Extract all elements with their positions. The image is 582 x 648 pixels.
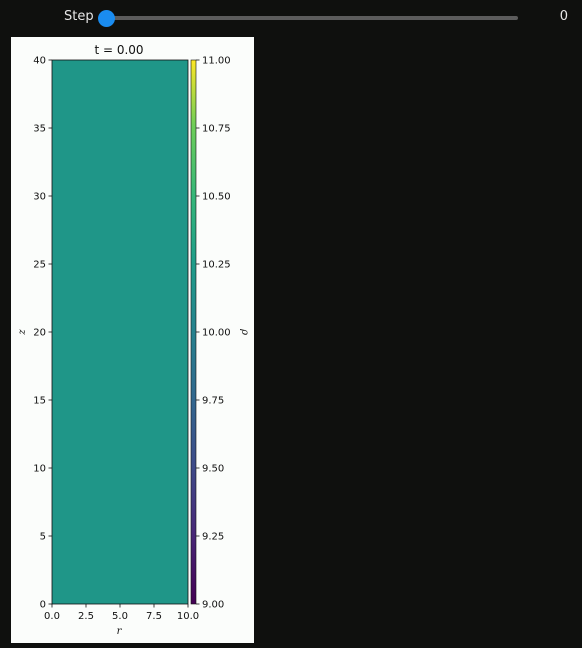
x-tick-label: 10.0 bbox=[177, 611, 199, 622]
colorbar bbox=[190, 59, 197, 605]
density-plot: t = 0.00 0.0 2.5 5.0 7.5 10.0 0 5 10 15 20 25 30 35… bbox=[17, 43, 250, 637]
x-axis-label: r bbox=[117, 626, 123, 637]
colorbar-tick-label: 9.00 bbox=[202, 600, 224, 611]
step-slider-track[interactable] bbox=[106, 16, 518, 20]
colorbar-tick-label: 10.00 bbox=[202, 328, 231, 339]
colorbar-tick-label: 11.00 bbox=[202, 56, 231, 67]
colorbar-tick-label: 10.75 bbox=[202, 124, 231, 135]
plot-title: t = 0.00 bbox=[94, 43, 143, 57]
y-tick-label: 20 bbox=[33, 328, 46, 339]
colorbar-label: ρ bbox=[239, 328, 250, 335]
x-tick-label: 2.5 bbox=[78, 611, 94, 622]
y-tick-label: 10 bbox=[33, 464, 46, 475]
y-tick-label: 40 bbox=[33, 56, 46, 67]
step-slider-thumb[interactable] bbox=[98, 10, 115, 27]
step-slider-label: Step bbox=[64, 9, 94, 24]
y-tick-label: 30 bbox=[33, 192, 46, 203]
y-tick-label: 5 bbox=[40, 532, 46, 543]
plot-figure: t = 0.00 0.0 2.5 5.0 7.5 10.0 0 5 10 15 20 25 30 35… bbox=[11, 37, 254, 643]
density-field bbox=[52, 60, 188, 604]
colorbar-tick-label: 9.50 bbox=[202, 464, 224, 475]
x-tick-label: 7.5 bbox=[146, 611, 162, 622]
y-axis-label: z bbox=[17, 329, 28, 336]
x-tick-label: 0.0 bbox=[44, 611, 60, 622]
y-tick-label: 15 bbox=[33, 396, 46, 407]
y-tick-label: 0 bbox=[40, 600, 46, 611]
y-tick-label: 25 bbox=[33, 260, 46, 271]
x-tick-label: 5.0 bbox=[112, 611, 128, 622]
y-tick-label: 35 bbox=[33, 124, 46, 135]
x-axis-ticks: 0.0 2.5 5.0 7.5 10.0 bbox=[44, 604, 199, 622]
colorbar-tick-label: 10.50 bbox=[202, 192, 231, 203]
step-value-readout: 0 bbox=[559, 9, 568, 24]
colorbar-tick-label: 9.75 bbox=[202, 396, 224, 407]
colorbar-tick-label: 9.25 bbox=[202, 532, 224, 543]
y-axis-ticks: 0 5 10 15 20 25 30 35 40 bbox=[33, 56, 52, 611]
colorbar-tick-label: 10.25 bbox=[202, 260, 231, 271]
colorbar-ticks: 9.00 9.25 9.50 9.75 10.00 10.25 10.50 10.75 11.0… bbox=[196, 56, 231, 611]
